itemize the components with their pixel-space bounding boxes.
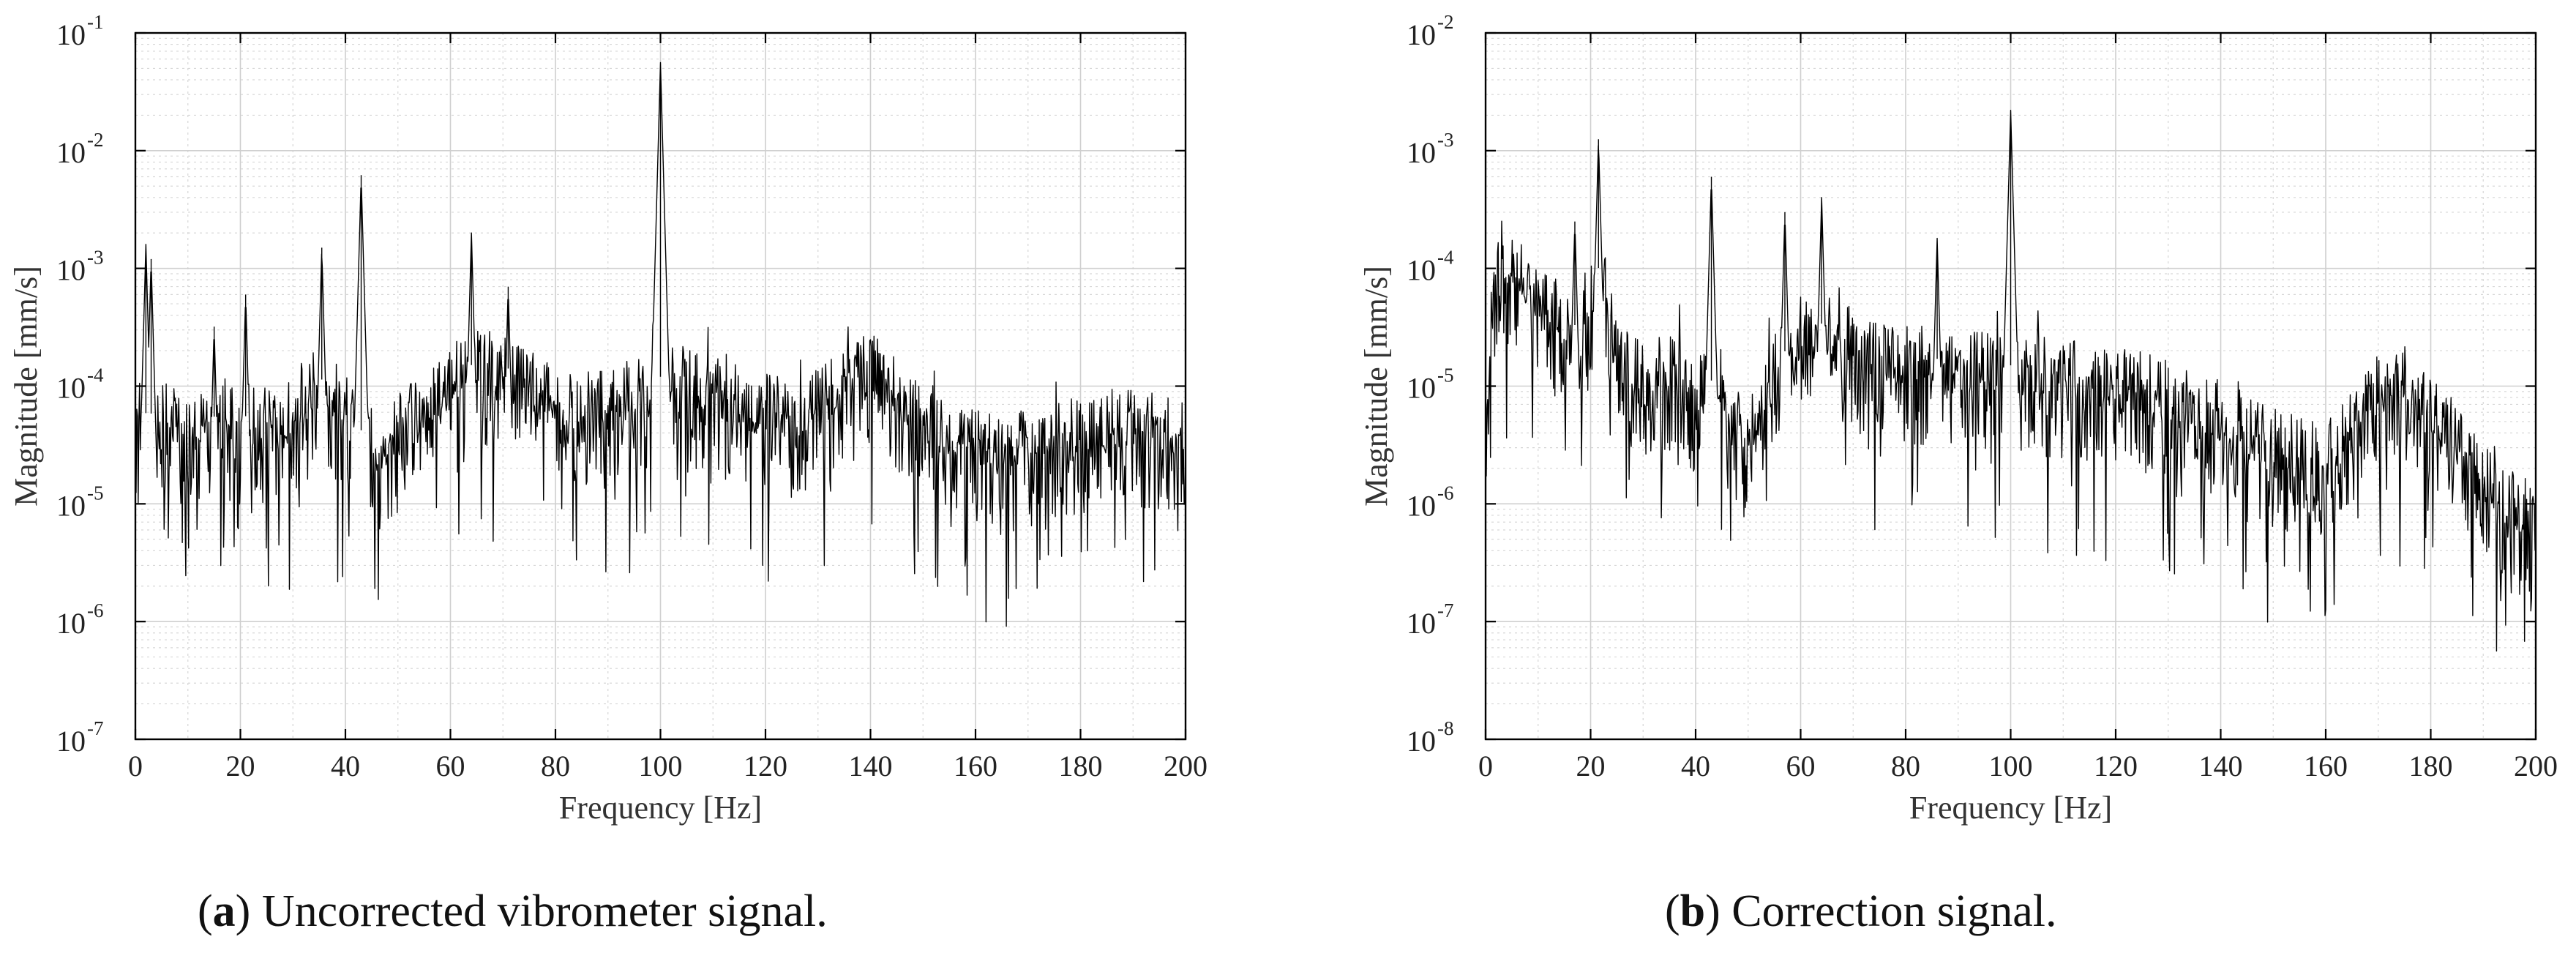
pa-y-tick-label: 10 bbox=[56, 254, 86, 287]
pa-x-tick-label: 200 bbox=[1164, 750, 1208, 782]
pa-y-tick-exponent: -7 bbox=[87, 717, 104, 739]
pa-y-tick-exponent: -6 bbox=[87, 599, 104, 621]
pb-x-tick-label: 160 bbox=[2304, 750, 2348, 782]
pa-x-tick-label: 60 bbox=[436, 750, 465, 782]
pa-y-tick-label: 10 bbox=[56, 136, 86, 169]
pb-y-axis-title: Magnitude [mm/s] bbox=[1358, 266, 1394, 507]
pa-y-tick-exponent: -5 bbox=[87, 482, 104, 504]
pb-x-tick-label: 120 bbox=[2094, 750, 2138, 782]
pb-series-line bbox=[1485, 110, 2536, 652]
pb-y-tick-exponent: -7 bbox=[1437, 599, 1454, 621]
pa-y-axis-title: Magnitude [mm/s] bbox=[8, 266, 44, 507]
pa-y-tick-label: 10 bbox=[56, 372, 86, 405]
pa-x-tick-label: 20 bbox=[226, 750, 255, 782]
pb-y-tick-label: 10 bbox=[1407, 489, 1436, 522]
pb-y-tick-label: 10 bbox=[1407, 18, 1436, 51]
pb-y-tick-exponent: -6 bbox=[1437, 482, 1454, 504]
pa-x-tick-label: 140 bbox=[849, 750, 893, 782]
pb-x-tick-label: 40 bbox=[1681, 750, 1710, 782]
pb-y-tick-label: 10 bbox=[1407, 372, 1436, 405]
pa-series-line bbox=[135, 61, 1186, 627]
pa-x-tick-label: 180 bbox=[1059, 750, 1103, 782]
caption-b-letter: b bbox=[1680, 886, 1706, 936]
pa-x-tick-label: 100 bbox=[639, 750, 683, 782]
caption-a: (a) Uncorrected vibrometer signal. bbox=[198, 886, 828, 936]
pb-x-tick-label: 200 bbox=[2514, 750, 2558, 782]
pa-y-tick-label: 10 bbox=[56, 725, 86, 758]
pb-x-tick-label: 20 bbox=[1576, 750, 1606, 782]
pb-y-tick-exponent: -8 bbox=[1437, 717, 1454, 739]
pa-x-axis-title: Frequency [Hz] bbox=[559, 790, 762, 826]
pb-y-tick-exponent: -4 bbox=[1437, 247, 1454, 269]
pb-y-tick-label: 10 bbox=[1407, 725, 1436, 758]
pb-y-tick-exponent: -3 bbox=[1437, 129, 1454, 151]
pa-y-tick-label: 10 bbox=[56, 607, 86, 640]
pa-y-tick-exponent: -3 bbox=[87, 247, 104, 269]
pa-x-tick-label: 120 bbox=[744, 750, 787, 782]
caption-a-letter: a bbox=[212, 886, 236, 936]
pa-y-tick-exponent: -2 bbox=[87, 129, 104, 151]
pb-x-tick-label: 0 bbox=[1478, 750, 1493, 782]
pb-y-tick-exponent: -2 bbox=[1437, 11, 1454, 33]
pa-x-tick-label: 80 bbox=[541, 750, 570, 782]
pa-y-tick-exponent: -4 bbox=[87, 365, 104, 386]
caption-a-body: Uncorrected vibrometer signal. bbox=[250, 886, 828, 936]
pb-x-tick-label: 180 bbox=[2409, 750, 2453, 782]
pb-y-tick-exponent: -5 bbox=[1437, 365, 1454, 386]
pb-x-tick-label: 80 bbox=[1891, 750, 1920, 782]
pa-x-tick-label: 160 bbox=[954, 750, 997, 782]
pa-x-tick-label: 0 bbox=[128, 750, 143, 782]
pb-y-tick-label: 10 bbox=[1407, 136, 1436, 169]
pb-y-tick-label: 10 bbox=[1407, 607, 1436, 640]
pb-y-tick-label: 10 bbox=[1407, 254, 1436, 287]
pa-x-tick-label: 40 bbox=[331, 750, 360, 782]
caption-b-body: Correction signal. bbox=[1720, 886, 2057, 936]
pb-x-axis-title: Frequency [Hz] bbox=[1909, 790, 2112, 826]
caption-b: (b) Correction signal. bbox=[1665, 886, 2057, 936]
pa-y-tick-label: 10 bbox=[56, 18, 86, 51]
pb-x-tick-label: 60 bbox=[1786, 750, 1816, 782]
pb-x-tick-label: 140 bbox=[2199, 750, 2243, 782]
pa-y-tick-exponent: -1 bbox=[87, 11, 104, 33]
pa-y-tick-label: 10 bbox=[56, 489, 86, 522]
pb-x-tick-label: 100 bbox=[1989, 750, 2033, 782]
